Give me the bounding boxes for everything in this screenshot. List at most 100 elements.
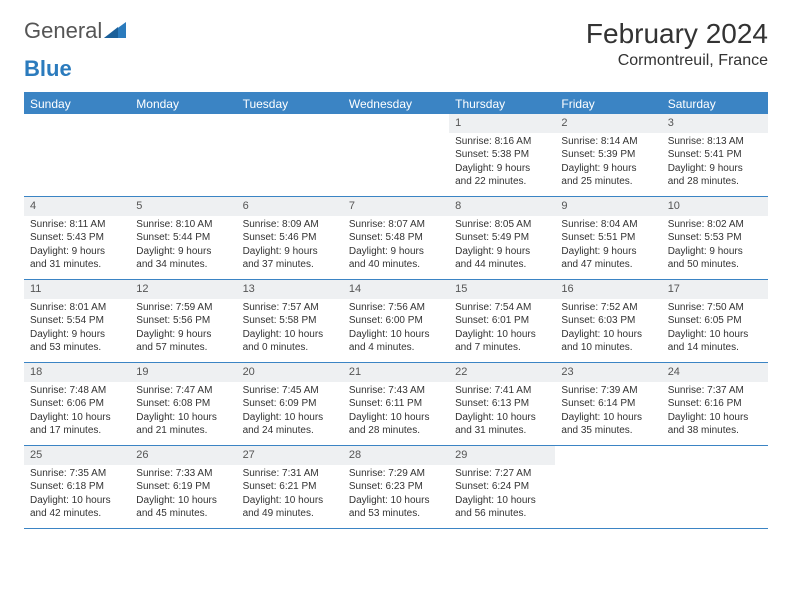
daylight-text: Daylight: 10 hours and 0 minutes. <box>243 328 337 355</box>
day-number: 25 <box>24 446 130 465</box>
day-number: 3 <box>662 114 768 133</box>
calendar-week: 18Sunrise: 7:48 AMSunset: 6:06 PMDayligh… <box>24 363 768 446</box>
daylight-text: Daylight: 10 hours and 31 minutes. <box>455 411 549 438</box>
sunset-text: Sunset: 6:13 PM <box>455 397 549 411</box>
sunset-text: Sunset: 6:05 PM <box>668 314 762 328</box>
day-number: 28 <box>343 446 449 465</box>
day-info: Sunrise: 8:01 AMSunset: 5:54 PMDaylight:… <box>24 299 130 359</box>
dow-saturday: Saturday <box>662 94 768 114</box>
calendar-cell: 28Sunrise: 7:29 AMSunset: 6:23 PMDayligh… <box>343 446 449 528</box>
sunrise-text: Sunrise: 7:35 AM <box>30 467 124 481</box>
sunset-text: Sunset: 5:43 PM <box>30 231 124 245</box>
sunset-text: Sunset: 6:23 PM <box>349 480 443 494</box>
sunrise-text: Sunrise: 7:45 AM <box>243 384 337 398</box>
calendar-cell: 15Sunrise: 7:54 AMSunset: 6:01 PMDayligh… <box>449 280 555 362</box>
daylight-text: Daylight: 9 hours and 53 minutes. <box>30 328 124 355</box>
daylight-text: Daylight: 9 hours and 28 minutes. <box>668 162 762 189</box>
day-info: Sunrise: 8:04 AMSunset: 5:51 PMDaylight:… <box>555 216 661 276</box>
day-number: 4 <box>24 197 130 216</box>
sunrise-text: Sunrise: 7:27 AM <box>455 467 549 481</box>
sunrise-text: Sunrise: 8:01 AM <box>30 301 124 315</box>
day-number: 19 <box>130 363 236 382</box>
day-info: Sunrise: 7:56 AMSunset: 6:00 PMDaylight:… <box>343 299 449 359</box>
sunrise-text: Sunrise: 7:54 AM <box>455 301 549 315</box>
calendar-cell: 1Sunrise: 8:16 AMSunset: 5:38 PMDaylight… <box>449 114 555 196</box>
sunset-text: Sunset: 6:03 PM <box>561 314 655 328</box>
sunrise-text: Sunrise: 8:13 AM <box>668 135 762 149</box>
calendar-week: 1Sunrise: 8:16 AMSunset: 5:38 PMDaylight… <box>24 114 768 197</box>
sunrise-text: Sunrise: 7:39 AM <box>561 384 655 398</box>
sunrise-text: Sunrise: 8:10 AM <box>136 218 230 232</box>
day-number: 20 <box>237 363 343 382</box>
sunset-text: Sunset: 5:48 PM <box>349 231 443 245</box>
daylight-text: Daylight: 9 hours and 47 minutes. <box>561 245 655 272</box>
day-number: 9 <box>555 197 661 216</box>
sunrise-text: Sunrise: 7:56 AM <box>349 301 443 315</box>
day-info: Sunrise: 7:35 AMSunset: 6:18 PMDaylight:… <box>24 465 130 525</box>
calendar-cell: 9Sunrise: 8:04 AMSunset: 5:51 PMDaylight… <box>555 197 661 279</box>
calendar-cell: 10Sunrise: 8:02 AMSunset: 5:53 PMDayligh… <box>662 197 768 279</box>
day-number: 29 <box>449 446 555 465</box>
calendar-cell: 17Sunrise: 7:50 AMSunset: 6:05 PMDayligh… <box>662 280 768 362</box>
sunset-text: Sunset: 6:00 PM <box>349 314 443 328</box>
calendar-cell: 24Sunrise: 7:37 AMSunset: 6:16 PMDayligh… <box>662 363 768 445</box>
sunset-text: Sunset: 5:51 PM <box>561 231 655 245</box>
sunset-text: Sunset: 6:24 PM <box>455 480 549 494</box>
calendar-cell: 6Sunrise: 8:09 AMSunset: 5:46 PMDaylight… <box>237 197 343 279</box>
dow-monday: Monday <box>130 94 236 114</box>
daylight-text: Daylight: 9 hours and 40 minutes. <box>349 245 443 272</box>
day-number: 23 <box>555 363 661 382</box>
calendar-cell: 13Sunrise: 7:57 AMSunset: 5:58 PMDayligh… <box>237 280 343 362</box>
day-of-week-header: Sunday Monday Tuesday Wednesday Thursday… <box>24 94 768 114</box>
calendar-cell <box>24 114 130 196</box>
day-info: Sunrise: 8:07 AMSunset: 5:48 PMDaylight:… <box>343 216 449 276</box>
day-number: 5 <box>130 197 236 216</box>
daylight-text: Daylight: 10 hours and 7 minutes. <box>455 328 549 355</box>
month-title: February 2024 <box>586 18 768 50</box>
sunset-text: Sunset: 6:08 PM <box>136 397 230 411</box>
sunset-text: Sunset: 5:39 PM <box>561 148 655 162</box>
daylight-text: Daylight: 9 hours and 44 minutes. <box>455 245 549 272</box>
calendar-cell: 3Sunrise: 8:13 AMSunset: 5:41 PMDaylight… <box>662 114 768 196</box>
dow-friday: Friday <box>555 94 661 114</box>
day-number: 1 <box>449 114 555 133</box>
daylight-text: Daylight: 10 hours and 14 minutes. <box>668 328 762 355</box>
daylight-text: Daylight: 9 hours and 57 minutes. <box>136 328 230 355</box>
day-number: 11 <box>24 280 130 299</box>
daylight-text: Daylight: 10 hours and 17 minutes. <box>30 411 124 438</box>
dow-sunday: Sunday <box>24 94 130 114</box>
sunset-text: Sunset: 6:18 PM <box>30 480 124 494</box>
sunset-text: Sunset: 5:44 PM <box>136 231 230 245</box>
calendar-cell: 7Sunrise: 8:07 AMSunset: 5:48 PMDaylight… <box>343 197 449 279</box>
daylight-text: Daylight: 9 hours and 25 minutes. <box>561 162 655 189</box>
daylight-text: Daylight: 9 hours and 22 minutes. <box>455 162 549 189</box>
sunrise-text: Sunrise: 7:43 AM <box>349 384 443 398</box>
sunset-text: Sunset: 6:09 PM <box>243 397 337 411</box>
sunset-text: Sunset: 6:14 PM <box>561 397 655 411</box>
sunset-text: Sunset: 6:06 PM <box>30 397 124 411</box>
day-info: Sunrise: 8:16 AMSunset: 5:38 PMDaylight:… <box>449 133 555 193</box>
day-info: Sunrise: 7:59 AMSunset: 5:56 PMDaylight:… <box>130 299 236 359</box>
day-info: Sunrise: 8:13 AMSunset: 5:41 PMDaylight:… <box>662 133 768 193</box>
calendar-cell: 18Sunrise: 7:48 AMSunset: 6:06 PMDayligh… <box>24 363 130 445</box>
day-info: Sunrise: 8:11 AMSunset: 5:43 PMDaylight:… <box>24 216 130 276</box>
calendar-cell: 5Sunrise: 8:10 AMSunset: 5:44 PMDaylight… <box>130 197 236 279</box>
sunset-text: Sunset: 6:16 PM <box>668 397 762 411</box>
day-number: 8 <box>449 197 555 216</box>
day-info: Sunrise: 7:48 AMSunset: 6:06 PMDaylight:… <box>24 382 130 442</box>
day-number: 17 <box>662 280 768 299</box>
calendar-cell <box>237 114 343 196</box>
day-number: 22 <box>449 363 555 382</box>
daylight-text: Daylight: 9 hours and 31 minutes. <box>30 245 124 272</box>
day-number: 24 <box>662 363 768 382</box>
calendar-cell <box>662 446 768 528</box>
sunset-text: Sunset: 5:56 PM <box>136 314 230 328</box>
calendar-table: Sunday Monday Tuesday Wednesday Thursday… <box>24 92 768 529</box>
daylight-text: Daylight: 10 hours and 45 minutes. <box>136 494 230 521</box>
day-number: 14 <box>343 280 449 299</box>
daylight-text: Daylight: 10 hours and 49 minutes. <box>243 494 337 521</box>
calendar-cell: 8Sunrise: 8:05 AMSunset: 5:49 PMDaylight… <box>449 197 555 279</box>
sunset-text: Sunset: 5:41 PM <box>668 148 762 162</box>
day-info: Sunrise: 8:10 AMSunset: 5:44 PMDaylight:… <box>130 216 236 276</box>
calendar-cell: 2Sunrise: 8:14 AMSunset: 5:39 PMDaylight… <box>555 114 661 196</box>
